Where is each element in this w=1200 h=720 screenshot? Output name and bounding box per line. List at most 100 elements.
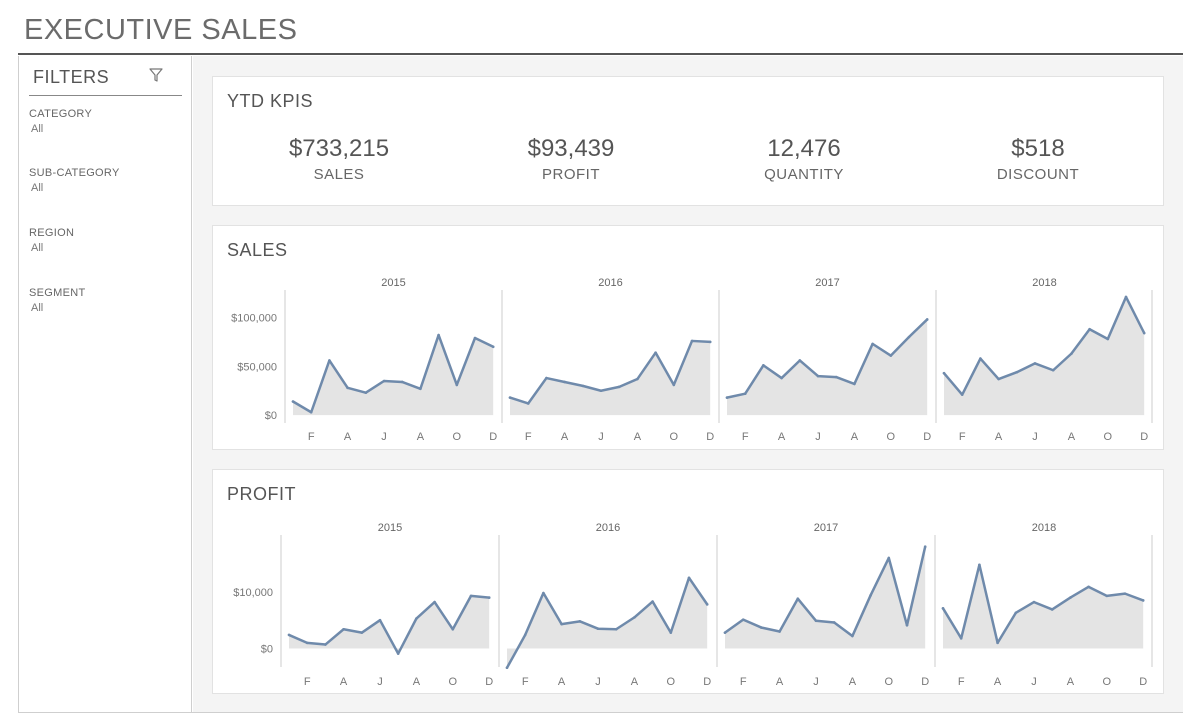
series-area — [725, 546, 926, 649]
year-pane-2015: 2015 F A J A O D — [284, 277, 497, 443]
year-label: 2017 — [814, 522, 838, 534]
filter-label: SUB-CATEGORY — [29, 167, 120, 179]
x-tick-label: F — [740, 676, 747, 688]
year-label: 2016 — [598, 277, 622, 289]
data-point — [1105, 594, 1109, 598]
data-point — [741, 618, 745, 621]
data-point — [560, 622, 563, 626]
filter-segment[interactable]: SEGMENT All — [29, 287, 86, 314]
kpi-value: $93,439 — [527, 135, 615, 162]
series-area — [727, 319, 928, 416]
y-tick-label: $100,000 — [231, 312, 277, 324]
y-tick-label: $10,000 — [233, 587, 273, 599]
profit-chart-panel: PROFIT $0 $10,000 2015 F A J A O D 2016 F A J A O D 2017… — [212, 469, 1164, 694]
x-tick-label: A — [344, 431, 352, 443]
x-tick-label: D — [1140, 431, 1148, 443]
x-tick-label: O — [1104, 431, 1113, 443]
data-point — [942, 371, 946, 375]
data-point — [342, 627, 345, 631]
x-tick-label: J — [815, 431, 821, 443]
x-tick-label: A — [849, 676, 857, 688]
data-point — [636, 377, 639, 381]
x-tick-label: A — [561, 431, 569, 443]
year-pane-2015: 2015 F A J A O D — [280, 522, 493, 688]
data-point — [508, 396, 512, 399]
x-tick-label: A — [417, 431, 425, 443]
filter-icon[interactable] — [148, 67, 164, 83]
filters-sidebar: FILTERS CATEGORY All SUB-CATEGORY All RE… — [19, 56, 192, 712]
year-pane-2017: 2017 F A J A O D — [718, 277, 931, 443]
x-tick-label: D — [1139, 676, 1147, 688]
data-point — [346, 386, 349, 390]
title-divider — [18, 53, 1183, 55]
data-point — [1088, 327, 1091, 331]
filters-header: FILTERS — [29, 64, 182, 96]
series-line — [508, 339, 712, 405]
data-point — [1124, 295, 1128, 299]
data-point — [437, 333, 440, 337]
filter-value[interactable]: All — [31, 182, 44, 194]
x-tick-label: F — [742, 431, 749, 443]
year-label: 2017 — [815, 277, 839, 289]
series-line — [287, 594, 491, 655]
filter-value[interactable]: All — [31, 302, 44, 314]
year-label: 2015 — [381, 277, 405, 289]
kpi-label: QUANTITY — [764, 166, 844, 183]
year-pane-2018: 2018 F A J A O D — [934, 522, 1147, 688]
filter-sub-category[interactable]: SUB-CATEGORY All — [29, 167, 120, 194]
x-tick-label: J — [813, 676, 819, 688]
data-point — [1032, 600, 1036, 604]
data-point — [1070, 352, 1073, 355]
data-point — [491, 345, 495, 349]
x-tick-label: D — [923, 431, 931, 443]
data-point — [725, 396, 729, 399]
data-point — [382, 379, 386, 383]
data-point — [905, 624, 909, 627]
data-point — [1106, 337, 1110, 341]
data-point — [1014, 611, 1018, 615]
kpi-value: $733,215 — [288, 135, 390, 162]
filter-label: REGION — [29, 227, 75, 239]
data-point — [419, 387, 422, 391]
x-tick-label: O — [670, 431, 679, 443]
data-point — [762, 364, 765, 367]
data-point — [396, 652, 400, 655]
kpi-profit: $93,439 PROFIT — [461, 135, 681, 183]
filter-category[interactable]: CATEGORY All — [29, 108, 92, 135]
x-tick-label: J — [595, 676, 601, 688]
data-point — [614, 627, 618, 631]
data-point — [997, 377, 1000, 381]
x-tick-label: A — [851, 431, 859, 443]
data-point — [473, 336, 477, 340]
data-point — [941, 607, 945, 610]
kpi-value: $518 — [1011, 135, 1065, 162]
x-tick-label: J — [598, 431, 604, 443]
data-point — [633, 616, 636, 619]
year-label: 2015 — [378, 522, 402, 534]
data-point — [1087, 585, 1090, 589]
x-tick-label: F — [308, 431, 315, 443]
data-point — [1015, 370, 1019, 374]
year-pane-2016: 2016 F A J A O D — [501, 277, 714, 443]
x-tick-label: O — [453, 431, 462, 443]
x-tick-label: D — [485, 676, 493, 688]
filter-value[interactable]: All — [31, 242, 44, 254]
data-point — [978, 563, 981, 567]
filter-region[interactable]: REGION All — [29, 227, 74, 254]
x-tick-label: A — [1068, 431, 1076, 443]
x-tick-label: F — [304, 676, 311, 688]
year-pane-2016: 2016 F A J A O D — [498, 522, 711, 688]
x-tick-label: D — [921, 676, 929, 688]
data-point — [599, 389, 603, 393]
filter-value[interactable]: All — [31, 123, 44, 135]
x-tick-label: D — [489, 431, 497, 443]
x-tick-label: J — [1032, 431, 1038, 443]
y-tick-label: $50,000 — [237, 361, 277, 373]
x-tick-label: D — [703, 676, 711, 688]
data-point — [1051, 368, 1055, 372]
data-point — [832, 621, 836, 624]
x-tick-label: O — [1103, 676, 1112, 688]
data-point — [778, 630, 781, 633]
data-point — [853, 382, 856, 386]
